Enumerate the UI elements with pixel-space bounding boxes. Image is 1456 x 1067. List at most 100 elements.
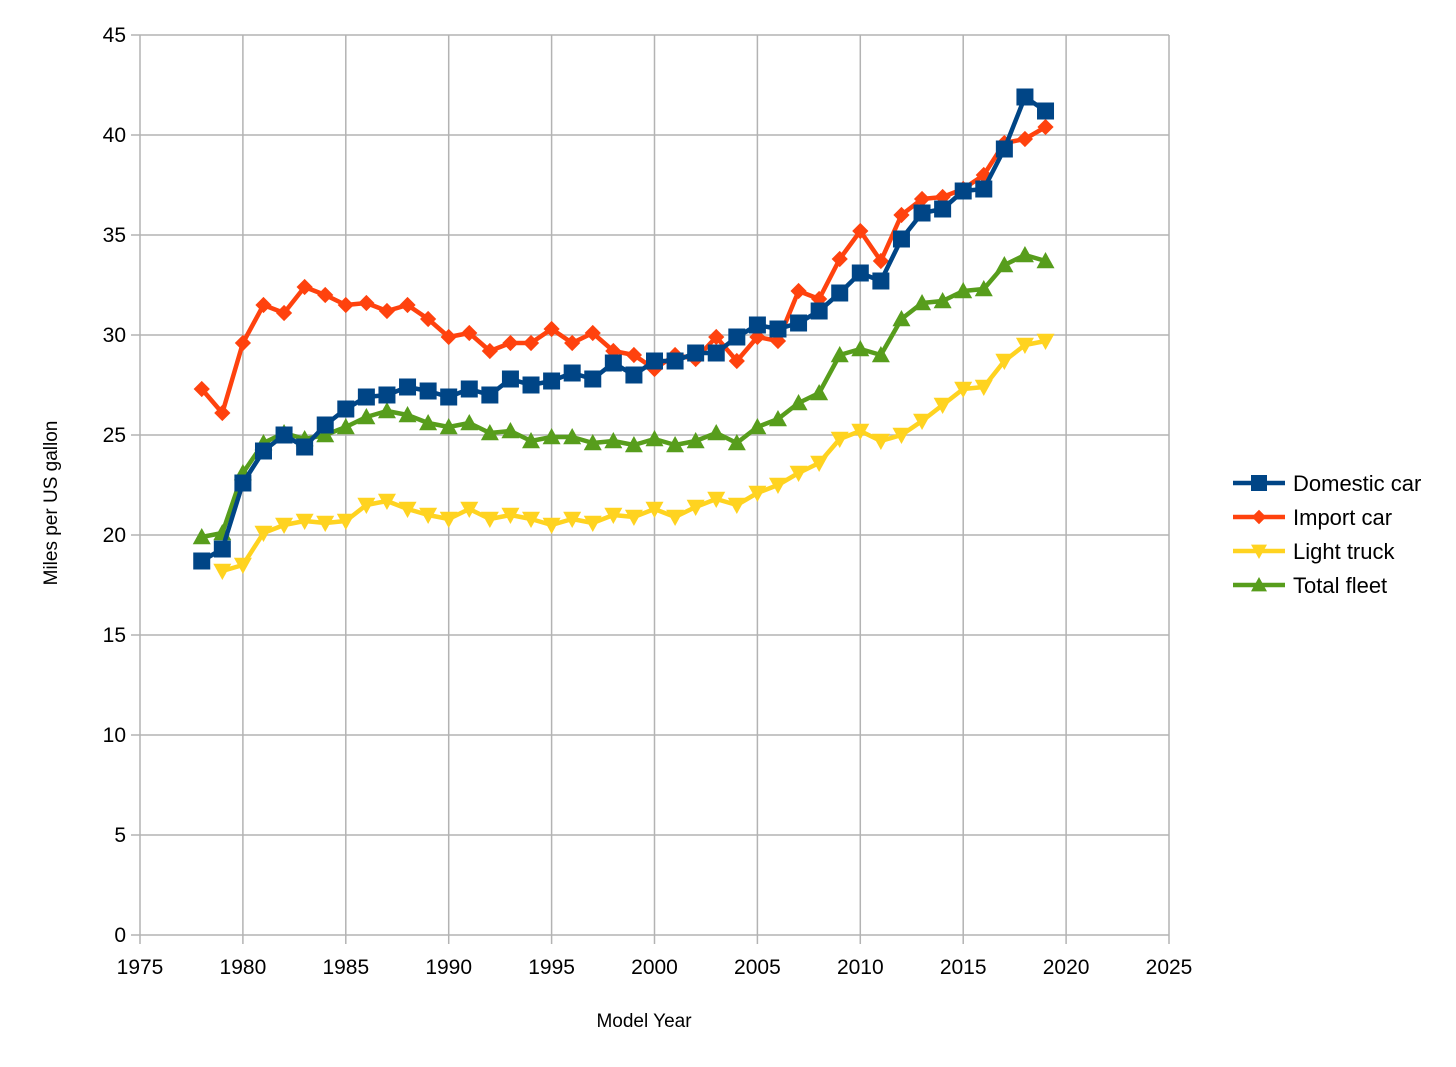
data-point [624,509,643,526]
data-point [542,428,561,445]
data-point [934,200,952,218]
data-point [398,406,417,423]
y-tick-label: 5 [114,824,126,847]
data-point [768,477,787,494]
data-point [192,528,211,545]
data-point [213,540,231,558]
data-point [646,352,663,370]
data-point [480,424,499,441]
data-point [872,252,889,270]
data-point [502,334,519,352]
x-axis-title: Model Year [596,1011,692,1032]
data-point [583,515,602,532]
data-point [357,388,375,406]
x-tick-label: 1985 [322,956,369,979]
data-point [769,320,787,338]
y-tick-label: 40 [103,124,126,147]
data-point [892,230,910,248]
data-point [377,402,396,419]
data-point [995,353,1014,370]
legend-marker [1251,544,1267,559]
data-point [933,397,952,414]
data-point [707,344,725,362]
data-point [913,413,932,430]
data-point [214,404,231,422]
x-tick-label: 1975 [117,956,164,979]
data-point [522,334,540,352]
data-point [440,328,457,346]
data-point [625,346,643,364]
series-layer [192,88,1055,580]
data-point [604,354,622,372]
data-point [1015,246,1034,263]
y-tick-label: 45 [103,24,126,47]
data-point [872,272,890,290]
data-point [604,432,623,449]
data-point [336,418,355,435]
data-point [748,485,767,502]
x-tick-label: 1990 [425,956,472,979]
legend-marker [1251,577,1267,592]
data-point [666,509,685,526]
data-point [439,511,458,528]
data-point [1015,337,1034,354]
data-point [645,501,664,518]
data-point [501,422,520,439]
legend-label: Import car [1293,505,1392,530]
data-point [480,511,499,528]
data-point [851,423,870,440]
legend-item: Domestic car [1233,471,1421,496]
y-axis-title: Miles per US gallon [41,421,62,586]
legend-item: Total fleet [1233,573,1387,598]
data-point [666,436,685,453]
data-point [789,394,808,411]
y-tick-label: 20 [103,524,126,547]
data-point [399,296,416,314]
data-point [460,414,479,431]
data-point [440,388,458,406]
data-point [852,222,869,240]
data-point [892,427,911,444]
data-point [296,278,313,296]
data-point [790,314,808,332]
data-point [831,250,848,268]
data-point [543,320,560,338]
data-point [768,410,787,427]
data-point [378,302,396,320]
x-tick-label: 2020 [1043,956,1090,979]
data-point [871,346,890,363]
data-point [831,284,849,302]
data-point [871,433,890,450]
y-tick-label: 10 [103,724,126,747]
data-point [1037,102,1055,120]
data-point [563,428,582,445]
data-point [707,491,726,508]
data-point [255,296,272,314]
axes [131,34,1170,944]
data-point [830,346,849,363]
data-point [234,474,252,492]
data-point [460,380,478,398]
data-point [686,432,705,449]
data-point [789,465,808,482]
data-point [337,400,355,418]
data-point [275,517,294,534]
data-point [954,282,973,299]
x-tick-label: 2025 [1146,956,1193,979]
data-point [624,436,643,453]
data-point [193,552,211,570]
data-point [316,515,335,532]
data-point [995,140,1013,158]
data-point [233,557,252,574]
x-tick-label: 2015 [940,956,987,979]
data-point [522,511,541,528]
x-tick-label: 1995 [528,956,575,979]
data-point [481,386,499,404]
data-point [193,380,210,398]
data-point [460,501,479,518]
x-tick-label: 1980 [220,956,267,979]
data-point [893,206,910,224]
data-point [913,204,931,222]
data-point [748,418,767,435]
